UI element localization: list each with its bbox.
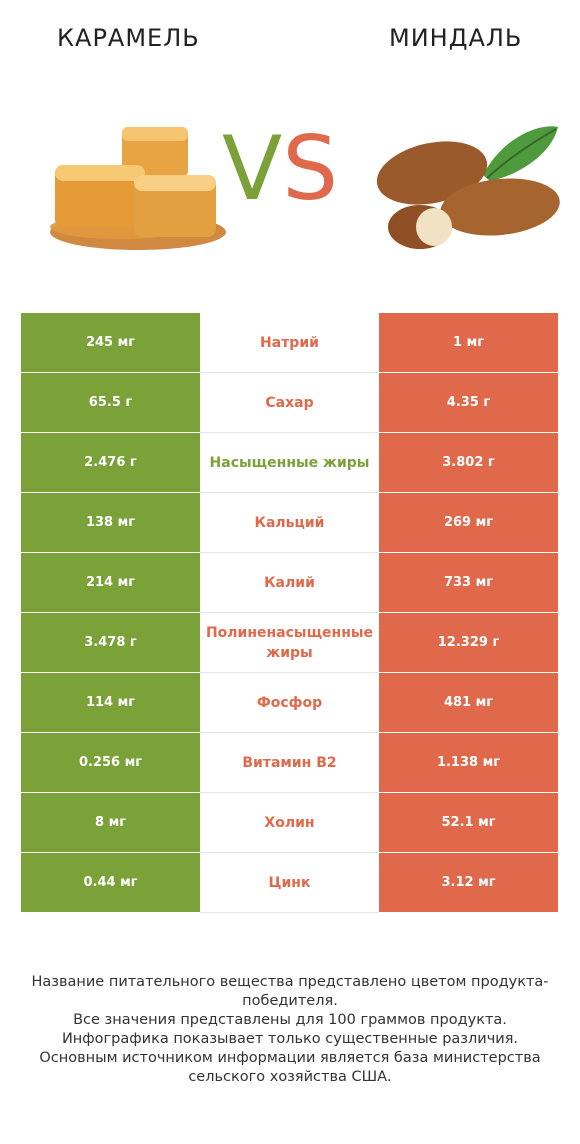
- hero-illustration: [50, 126, 560, 250]
- nutrient-name: Витамин B2: [200, 733, 379, 793]
- footer-line: Все значения представлены для 100 граммо…: [73, 1012, 507, 1028]
- almond-image: [376, 126, 560, 249]
- table-row: 65.5 г Сахар 4.35 г: [21, 373, 558, 433]
- nutrient-name: Полиненасыщенные жиры: [200, 613, 379, 673]
- table-row: 0.44 мг Цинк 3.12 мг: [21, 853, 558, 913]
- right-value: 12.329 г: [379, 613, 558, 672]
- nutrient-name: Холин: [200, 793, 379, 853]
- right-value: 3.802 г: [379, 433, 558, 492]
- right-value: 3.12 мг: [379, 853, 558, 912]
- vs-s: S: [282, 117, 339, 220]
- left-value: 138 мг: [21, 493, 200, 552]
- nutrient-name: Сахар: [200, 373, 379, 433]
- right-value: 4.35 г: [379, 373, 558, 432]
- vs-v: V: [222, 117, 283, 220]
- nutrient-name: Кальций: [200, 493, 379, 553]
- nutrient-name: Фосфор: [200, 673, 379, 733]
- nutrient-name: Калий: [200, 553, 379, 613]
- left-value: 3.478 г: [21, 613, 200, 672]
- left-value: 245 мг: [21, 313, 200, 372]
- left-value: 65.5 г: [21, 373, 200, 432]
- table-row: 2.476 г Насыщенные жиры 3.802 г: [21, 433, 558, 493]
- caramel-image: [50, 127, 226, 250]
- right-value: 1.138 мг: [379, 733, 558, 792]
- right-product-title: МИНДАЛЬ: [389, 24, 523, 52]
- vs-label: VS: [222, 125, 338, 213]
- footer-line: Название питательного вещества представл…: [31, 974, 549, 1009]
- left-value: 214 мг: [21, 553, 200, 612]
- footer-notes: Название питательного вещества представл…: [0, 973, 580, 1087]
- right-value: 481 мг: [379, 673, 558, 732]
- right-value: 733 мг: [379, 553, 558, 612]
- table-row: 114 мг Фосфор 481 мг: [21, 673, 558, 733]
- table-row: 0.256 мг Витамин B2 1.138 мг: [21, 733, 558, 793]
- nutrient-name: Натрий: [200, 313, 379, 373]
- table-row: 8 мг Холин 52.1 мг: [21, 793, 558, 853]
- left-value: 0.256 мг: [21, 733, 200, 792]
- left-value: 2.476 г: [21, 433, 200, 492]
- table-row: 214 мг Калий 733 мг: [21, 553, 558, 613]
- right-value: 52.1 мг: [379, 793, 558, 852]
- left-value: 114 мг: [21, 673, 200, 732]
- table-row: 3.478 г Полиненасыщенные жиры 12.329 г: [21, 613, 558, 673]
- footer-line: Инфографика показывает только существенн…: [61, 1031, 519, 1047]
- table-row: 245 мг Натрий 1 мг: [21, 313, 558, 373]
- right-value: 1 мг: [379, 313, 558, 372]
- left-value: 8 мг: [21, 793, 200, 852]
- nutrient-name: Цинк: [200, 853, 379, 913]
- nutrient-name: Насыщенные жиры: [200, 433, 379, 493]
- left-value: 0.44 мг: [21, 853, 200, 912]
- footer-line: Основным источником информации является …: [39, 1050, 541, 1085]
- table-row: 138 мг Кальций 269 мг: [21, 493, 558, 553]
- left-product-title: КАРАМЕЛЬ: [57, 24, 200, 52]
- comparison-table: 245 мг Натрий 1 мг 65.5 г Сахар 4.35 г 2.476 г…: [21, 313, 558, 913]
- right-value: 269 мг: [379, 493, 558, 552]
